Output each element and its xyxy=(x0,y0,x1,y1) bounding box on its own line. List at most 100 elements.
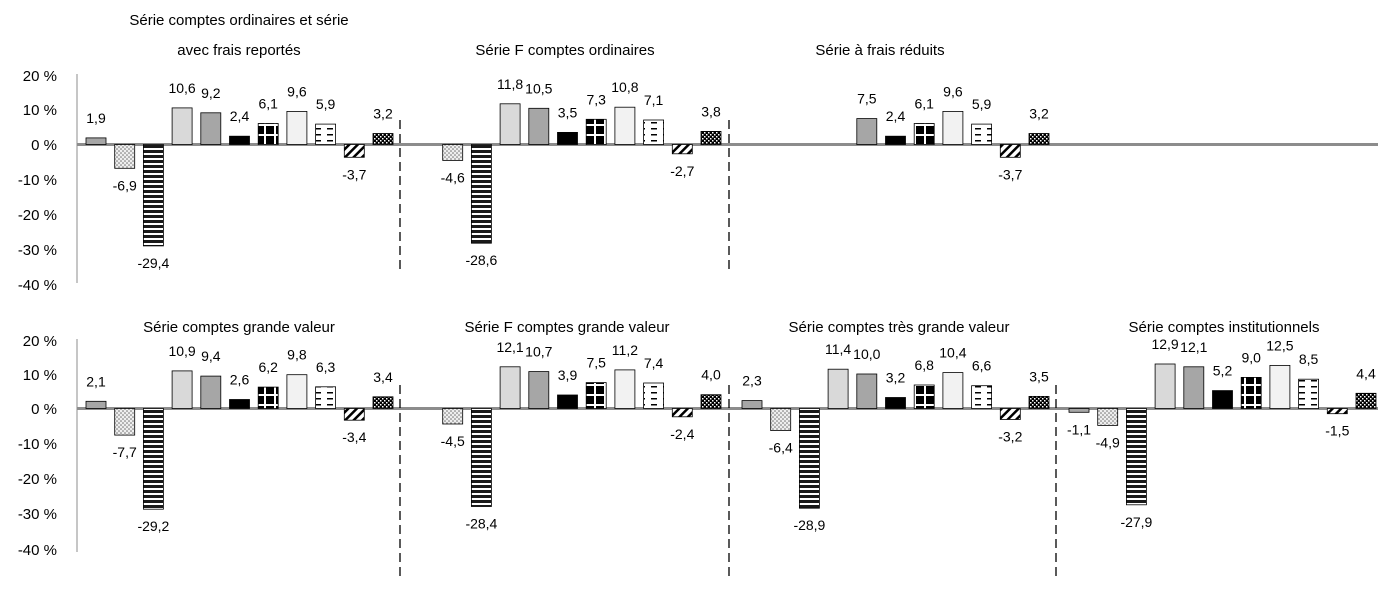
bar xyxy=(913,123,935,145)
row-2: 20 % 10 % 0 % -10 % -20 % -30 % -40 % Sé… xyxy=(18,319,1378,578)
bar xyxy=(85,137,107,145)
bar xyxy=(229,135,250,145)
data-label: -1,5 xyxy=(1325,423,1349,439)
data-label: 3,4 xyxy=(373,369,393,385)
data-label: 7,4 xyxy=(644,355,664,371)
bar xyxy=(741,400,763,409)
y-tick-label: -40 % xyxy=(18,277,57,294)
data-label: 3,9 xyxy=(558,367,578,383)
bar xyxy=(343,144,365,158)
y-tick-label: -20 % xyxy=(18,207,57,224)
y-tick-labels-row-2: 20 % 10 % 0 % -10 % -20 % -30 % -40 % xyxy=(18,333,57,559)
bar xyxy=(971,123,992,145)
bar xyxy=(85,400,107,409)
bar xyxy=(942,372,964,409)
data-label: -6,9 xyxy=(113,177,137,193)
data-label: 12,1 xyxy=(1180,339,1207,355)
data-label: -27,9 xyxy=(1120,514,1152,530)
bar xyxy=(643,382,664,409)
bar xyxy=(343,408,365,421)
bar xyxy=(1028,133,1050,145)
y-tick-label: -20 % xyxy=(18,471,57,488)
panel-title: Série F comptes grande valeur xyxy=(464,319,669,336)
y-tick-label: 10 % xyxy=(23,102,57,119)
data-label: -3,2 xyxy=(998,429,1022,445)
data-label: 7,1 xyxy=(644,92,664,108)
panel-title: Série F comptes ordinaires xyxy=(475,42,654,59)
data-label: -4,6 xyxy=(441,169,465,185)
row-1: 20 % 10 % 0 % -10 % -20 % -30 % -40 % Sé… xyxy=(18,12,1378,294)
data-label: 1,9 xyxy=(86,110,106,126)
y-tick-label: 20 % xyxy=(23,333,57,350)
data-label: 4,4 xyxy=(1356,365,1376,381)
data-label: -3,4 xyxy=(342,429,366,445)
data-label: 10,8 xyxy=(611,79,638,95)
data-label: 7,5 xyxy=(586,355,606,371)
data-label: 2,6 xyxy=(230,372,250,388)
bar xyxy=(200,375,222,409)
data-label: 5,2 xyxy=(1213,363,1233,379)
data-label: 3,2 xyxy=(373,106,393,122)
data-label: 6,6 xyxy=(972,358,992,374)
data-label: 10,9 xyxy=(168,343,195,359)
bar xyxy=(913,384,935,409)
data-label: 11,8 xyxy=(497,76,523,92)
data-label: 3,5 xyxy=(1029,368,1049,384)
data-label: 4,0 xyxy=(701,367,721,383)
data-label: 12,5 xyxy=(1266,337,1293,353)
data-label: 6,1 xyxy=(914,96,934,112)
y-tick-label: 10 % xyxy=(23,367,57,384)
panel-titles-row-1: Série comptes ordinaires et série avec f… xyxy=(129,12,944,59)
bar xyxy=(286,111,308,145)
y-tick-labels-row-1: 20 % 10 % 0 % -10 % -20 % -30 % -40 % xyxy=(18,68,57,294)
bar xyxy=(856,118,878,145)
data-label: 5,9 xyxy=(972,96,992,112)
bar xyxy=(114,144,136,169)
bar xyxy=(1183,366,1205,409)
bar xyxy=(1028,395,1050,409)
bar xyxy=(671,408,693,418)
data-label: 7,3 xyxy=(586,91,606,107)
bar xyxy=(257,386,279,409)
bar xyxy=(1269,364,1291,409)
panel-title: Série comptes institutionnels xyxy=(1129,319,1320,336)
data-label: 9,8 xyxy=(287,347,307,363)
bar xyxy=(885,397,906,409)
data-label: 9,2 xyxy=(201,85,221,101)
bar xyxy=(585,118,607,145)
bar xyxy=(1068,408,1090,413)
data-label: -3,7 xyxy=(998,166,1022,182)
data-label: 2,4 xyxy=(886,108,906,124)
bars-layer xyxy=(85,103,1377,510)
bar xyxy=(442,408,464,425)
data-label: 2,4 xyxy=(230,108,250,124)
data-label: -29,4 xyxy=(137,255,169,271)
y-tick-label: -40 % xyxy=(18,542,57,559)
data-label: 3,5 xyxy=(558,104,578,120)
data-label: 8,5 xyxy=(1299,351,1319,367)
bar xyxy=(499,366,521,409)
data-label: 11,2 xyxy=(612,342,638,358)
bar xyxy=(315,123,337,145)
data-label: 9,6 xyxy=(943,83,963,99)
bar xyxy=(971,385,992,409)
data-label: -28,6 xyxy=(465,252,497,268)
bar xyxy=(557,131,578,145)
data-label: 9,6 xyxy=(287,83,307,99)
data-label: -6,4 xyxy=(769,440,793,456)
bar xyxy=(643,119,664,145)
bar xyxy=(171,107,193,145)
data-label: 5,9 xyxy=(316,96,336,112)
data-label: 7,5 xyxy=(857,91,877,107)
data-label: 3,2 xyxy=(886,370,906,386)
data-label: 12,1 xyxy=(496,339,523,355)
data-label: 6,3 xyxy=(316,359,336,375)
bar xyxy=(1298,378,1319,409)
bar xyxy=(142,408,164,510)
bar xyxy=(671,144,693,155)
data-label: 3,8 xyxy=(701,103,721,119)
bar xyxy=(999,408,1021,420)
y-tick-label: 0 % xyxy=(31,401,57,418)
data-label: -7,7 xyxy=(113,444,137,460)
bar xyxy=(470,408,492,507)
